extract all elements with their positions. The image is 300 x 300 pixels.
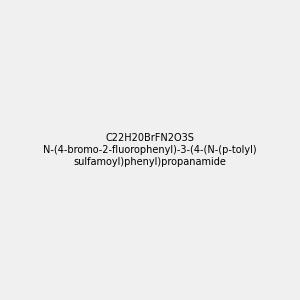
Text: C22H20BrFN2O3S
N-(4-bromo-2-fluorophenyl)-3-(4-(N-(p-tolyl)
sulfamoyl)phenyl)pro: C22H20BrFN2O3S N-(4-bromo-2-fluorophenyl… bbox=[43, 134, 257, 166]
